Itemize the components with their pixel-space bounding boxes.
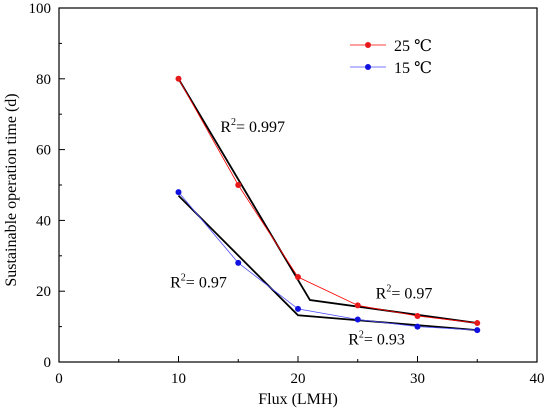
- data-point: [414, 323, 421, 330]
- y-tick-label: 40: [36, 213, 51, 229]
- fit-line: [177, 194, 478, 332]
- y-tick-label: 20: [36, 284, 51, 300]
- legend-marker: [365, 42, 371, 48]
- series-line: [178, 78, 478, 324]
- y-tick-label: 80: [36, 72, 51, 88]
- fit-lines: [177, 78, 478, 332]
- r-squared-label: R2= 0.93: [348, 329, 405, 348]
- data-point: [414, 312, 421, 319]
- x-tick-label: 0: [55, 371, 63, 387]
- y-axis-title: Sustainable operation time (d): [3, 93, 20, 286]
- r-squared-label: R2= 0.997: [220, 117, 285, 136]
- legend-label: 25 ℃: [394, 38, 432, 55]
- y-tick-label: 100: [29, 1, 52, 17]
- annotations: R2= 0.997 R2= 0.97 R2= 0.97 R2= 0.93: [170, 117, 432, 348]
- fit-line: [177, 78, 478, 324]
- data-point: [175, 189, 182, 196]
- series-line: [178, 191, 478, 331]
- data-point: [295, 274, 301, 281]
- data-point: [474, 327, 481, 334]
- data-point: [235, 182, 242, 188]
- data-point: [474, 320, 481, 327]
- legend-label: 15 ℃: [394, 60, 432, 77]
- data-series: [175, 75, 481, 334]
- x-tick-label: 10: [171, 371, 186, 387]
- data-point: [235, 259, 242, 266]
- x-tick-label: 20: [291, 371, 306, 387]
- x-tick-label: 40: [530, 371, 545, 387]
- x-tick-label: 30: [410, 371, 425, 387]
- x-axis-title: Flux (LMH): [258, 391, 338, 408]
- data-point: [295, 305, 301, 312]
- r-squared-label: R2= 0.97: [376, 283, 433, 302]
- axis-ticks: 0 10 20 30 40 0 20 40 60 80 100: [29, 1, 545, 387]
- data-point: [354, 302, 361, 309]
- y-tick-label: 0: [44, 355, 52, 371]
- data-point: [354, 316, 361, 323]
- data-point: [175, 75, 182, 82]
- legend-marker: [365, 64, 371, 70]
- r-squared-label: R2= 0.97: [170, 273, 227, 292]
- legend: 25 ℃ 15 ℃: [350, 38, 432, 77]
- y-tick-label: 60: [36, 143, 51, 159]
